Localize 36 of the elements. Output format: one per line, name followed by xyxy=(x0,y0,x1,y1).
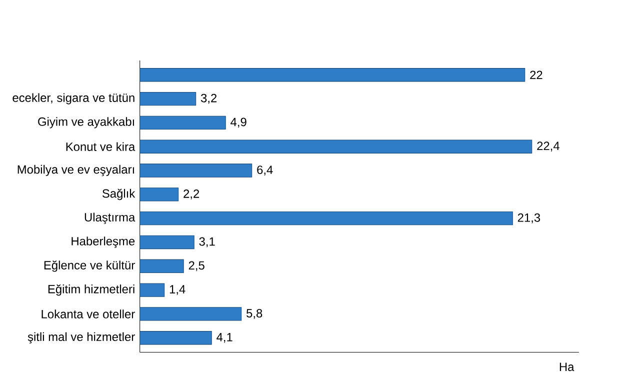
data-label: 6,4 xyxy=(257,166,273,176)
data-label: 4,1 xyxy=(216,333,232,343)
bar xyxy=(140,164,252,178)
bar xyxy=(140,283,165,297)
bar xyxy=(140,331,212,345)
bar xyxy=(140,307,242,321)
data-label: 1,4 xyxy=(170,285,186,295)
data-label: 2,2 xyxy=(184,190,200,200)
y-tick-label: Konut ve kira xyxy=(66,142,136,152)
data-label: 21,3 xyxy=(518,213,540,224)
data-label: 5,8 xyxy=(246,309,262,319)
y-tick-label: Mobilya ve ev eşyaları xyxy=(18,164,134,176)
bar xyxy=(140,188,179,202)
text: Ha xyxy=(560,362,574,372)
data-label: 22 xyxy=(530,70,542,80)
bar xyxy=(140,140,532,154)
y-tick-label: Eğlence ve kültür xyxy=(44,260,135,272)
data-label: 4,9 xyxy=(230,118,246,128)
bar xyxy=(140,92,196,106)
bar xyxy=(140,235,194,250)
y-tick-label: Sağlık xyxy=(102,188,136,200)
bar xyxy=(140,212,513,226)
y-tick-label: ecekler, sigara ve tütün xyxy=(12,93,134,104)
y-tick-label: Giyim ve ayakkabı xyxy=(38,117,134,128)
y-tick-label: Eğitim hizmetleri xyxy=(48,284,134,296)
bar xyxy=(140,68,526,82)
bar xyxy=(140,259,184,274)
data-label: 22,4 xyxy=(537,142,560,152)
y-tick-label: Haberleşme xyxy=(72,236,135,248)
data-label: 3,1 xyxy=(199,237,215,248)
y-tick-label: Lokanta ve oteller xyxy=(42,310,135,318)
bar xyxy=(140,116,226,130)
data-label: 3,2 xyxy=(200,94,217,104)
data-label: 2,5 xyxy=(188,261,204,272)
y-tick-label: şitli mal ve hizmetler xyxy=(28,332,135,344)
y-tick-label: Ulaştırma xyxy=(84,212,136,224)
